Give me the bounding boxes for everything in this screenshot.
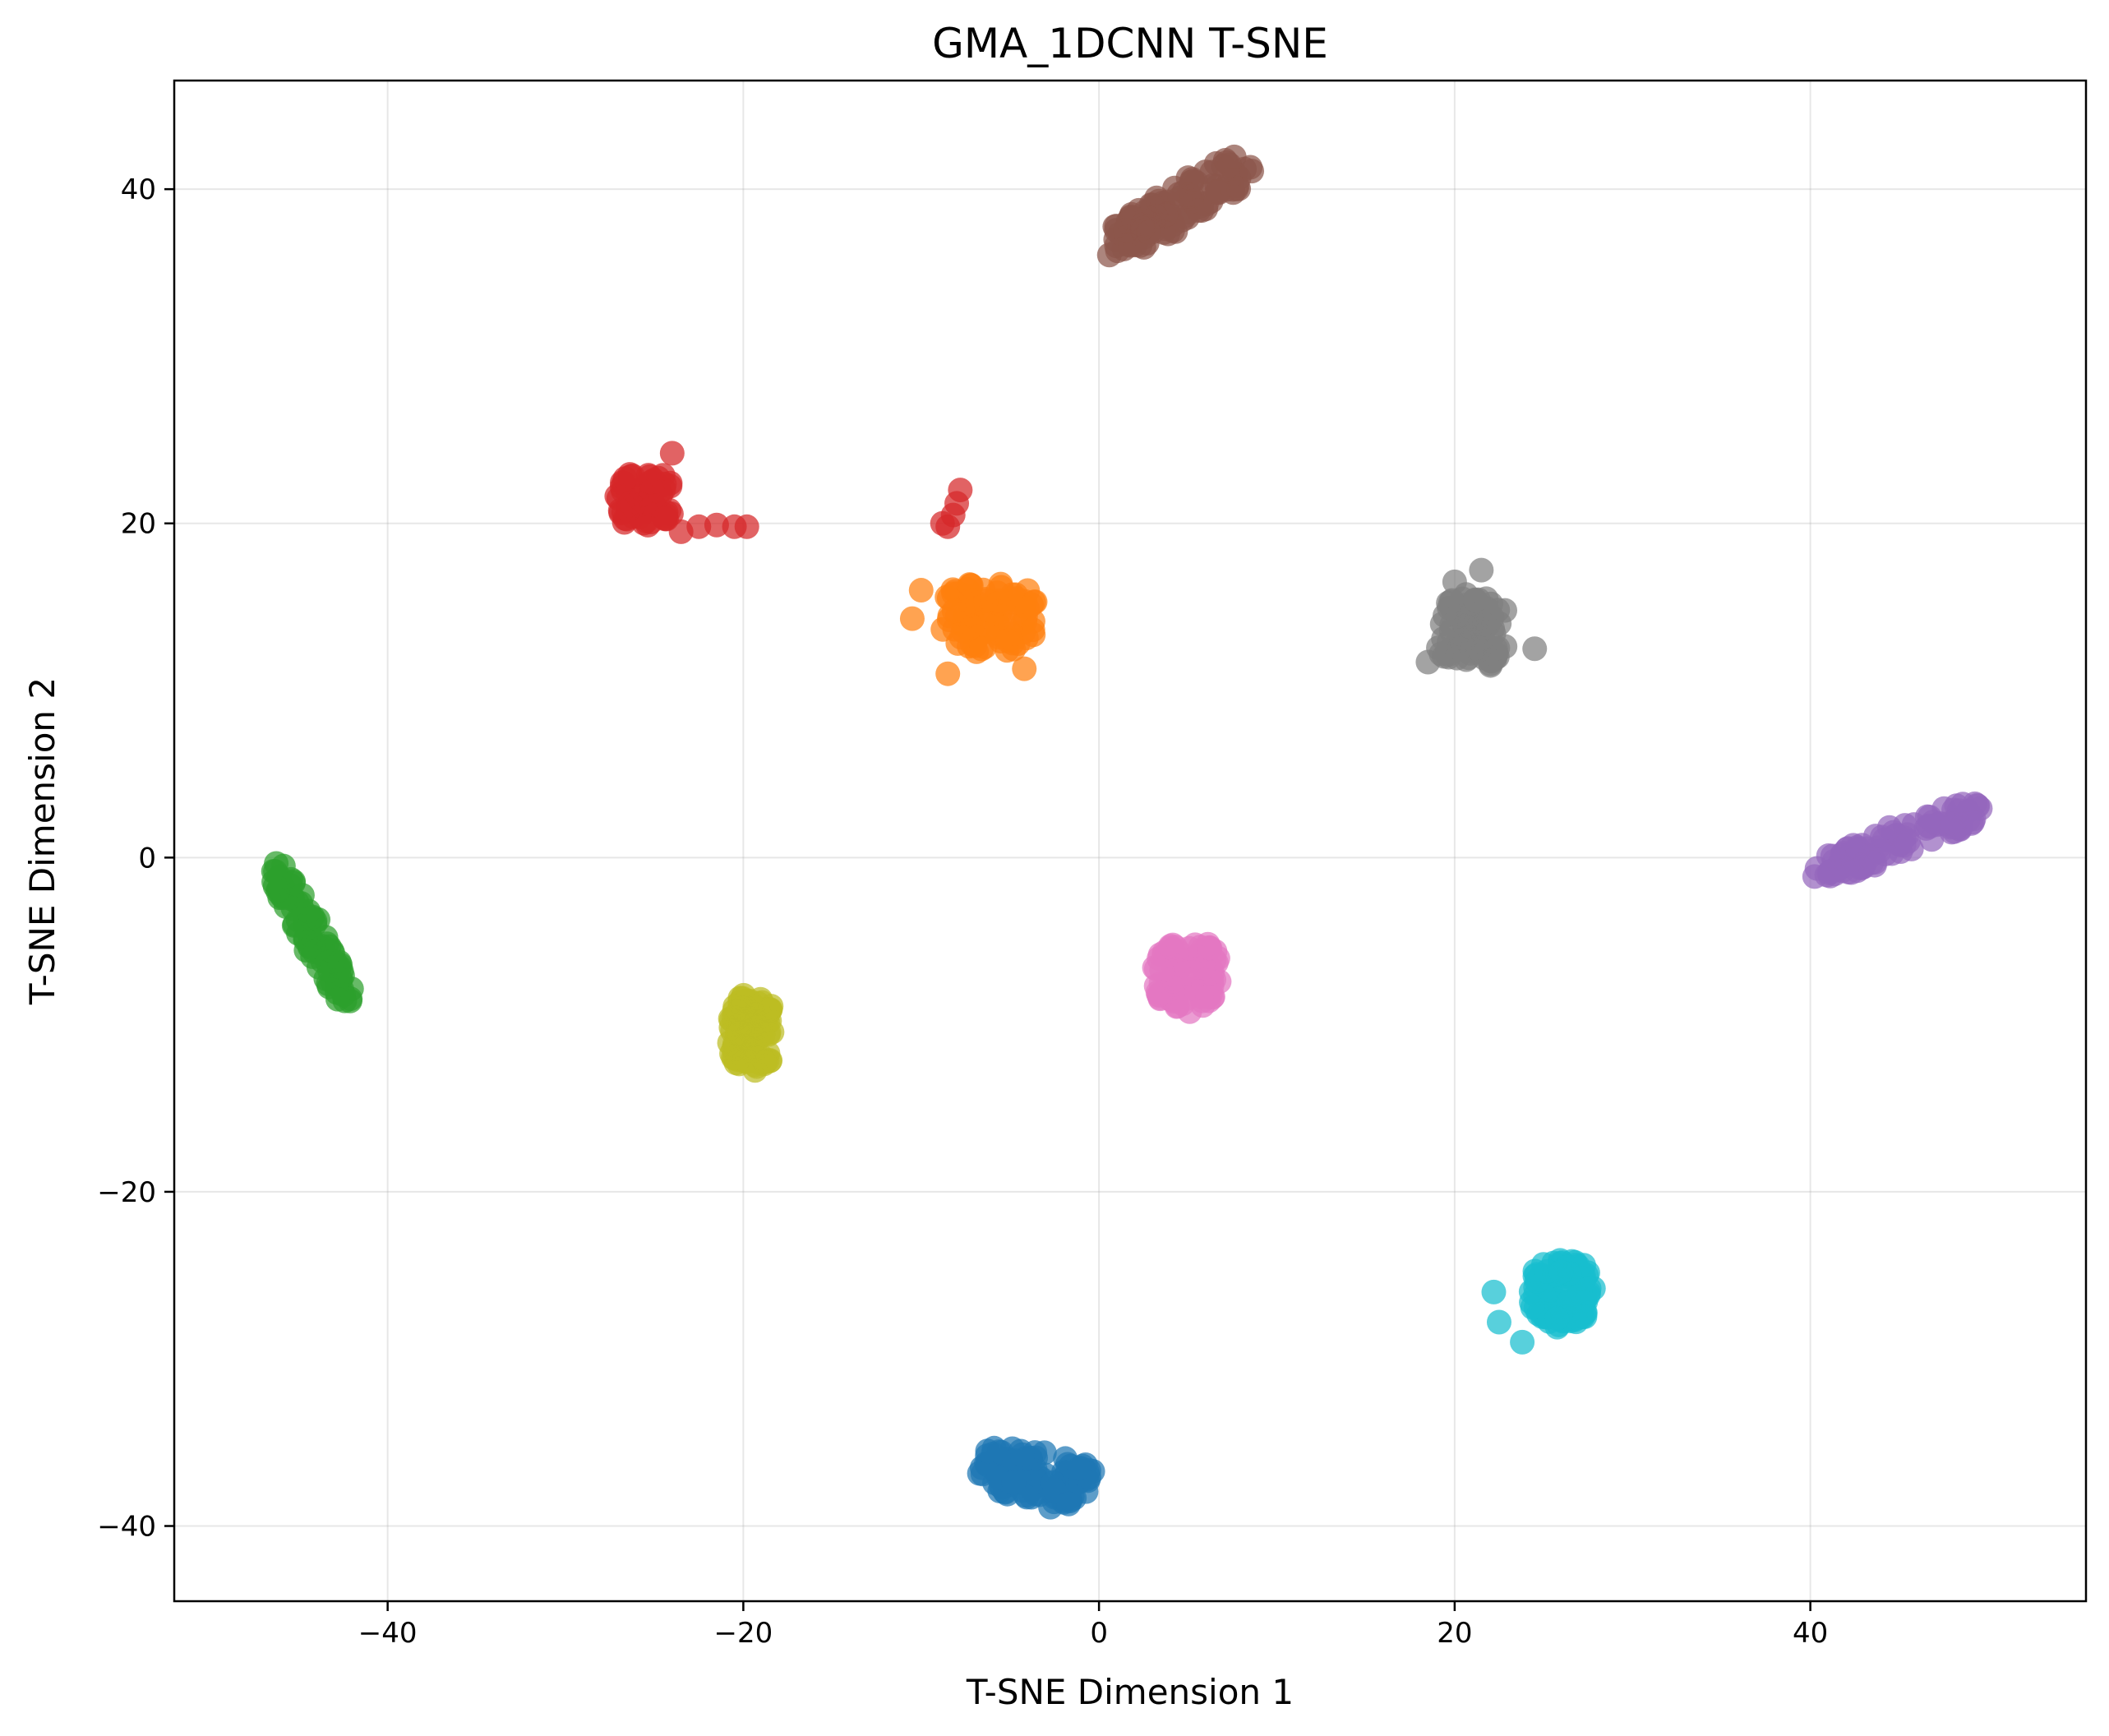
scatter-point bbox=[973, 588, 999, 613]
scatter-point bbox=[731, 982, 756, 1008]
scatter-point bbox=[1010, 1442, 1036, 1467]
scatter-point bbox=[975, 1438, 1000, 1464]
y-tick-label: 40 bbox=[121, 173, 156, 206]
x-tick-label: −40 bbox=[358, 1617, 418, 1650]
scatter-point bbox=[1548, 1259, 1574, 1285]
scatter-point bbox=[1959, 810, 1984, 836]
scatter-point bbox=[1096, 242, 1122, 268]
scatter-point bbox=[1544, 1306, 1570, 1332]
scatter-point bbox=[1167, 185, 1193, 210]
scatter-point bbox=[1862, 824, 1888, 849]
scatter-point bbox=[293, 938, 319, 963]
chart-title: GMA_1DCNN T-SNE bbox=[932, 20, 1328, 67]
scatter-point bbox=[1510, 1329, 1535, 1355]
scatter-point bbox=[639, 469, 665, 495]
scatter-point bbox=[325, 986, 350, 1012]
scatter-point bbox=[1415, 649, 1441, 675]
grid-lines bbox=[174, 81, 2086, 1601]
scatter-point bbox=[319, 938, 344, 963]
scatter-point bbox=[950, 598, 976, 623]
scatter-point bbox=[948, 625, 974, 650]
scatter-point bbox=[1486, 1309, 1511, 1335]
scatter-point bbox=[659, 441, 685, 466]
scatter-point bbox=[280, 896, 306, 921]
scatter-point bbox=[264, 851, 289, 876]
scatter-point bbox=[1001, 1470, 1027, 1495]
scatter-point bbox=[1221, 144, 1247, 169]
scatter-point bbox=[1469, 557, 1494, 583]
scatter-point bbox=[668, 519, 694, 544]
scatter-point bbox=[1520, 1295, 1545, 1320]
plot-frame bbox=[173, 79, 2088, 1603]
scatter-point bbox=[1431, 626, 1456, 652]
scatter-point bbox=[969, 636, 995, 662]
x-tick-label: 20 bbox=[1437, 1617, 1472, 1650]
scatter-point bbox=[1148, 980, 1174, 1005]
scatter-point bbox=[1157, 934, 1183, 959]
scatter-point bbox=[908, 578, 934, 603]
scatter-point bbox=[1149, 958, 1174, 983]
axis-ticks: −40 −20 0 20 40 −40 −20 0 20 40 bbox=[97, 173, 1828, 1650]
scatter-point bbox=[1056, 1491, 1082, 1517]
scatter-point bbox=[1013, 626, 1039, 651]
scatter-point bbox=[1442, 569, 1467, 594]
scatter-point bbox=[1067, 1456, 1092, 1481]
scatter-point bbox=[1481, 1279, 1507, 1304]
x-tick-label: −20 bbox=[714, 1617, 773, 1650]
scatter-point bbox=[1195, 984, 1221, 1009]
scatter-point bbox=[757, 1009, 782, 1034]
scatter-point bbox=[1014, 596, 1040, 621]
x-tick-label: 0 bbox=[1090, 1617, 1108, 1650]
scatter-point bbox=[1474, 586, 1499, 612]
scatter-point bbox=[1197, 935, 1222, 961]
scatter-point bbox=[995, 628, 1021, 653]
scatter-point bbox=[1522, 636, 1548, 662]
scatter-point bbox=[899, 606, 925, 631]
scatter-point bbox=[1844, 858, 1870, 884]
scatter-point bbox=[1472, 612, 1498, 637]
scatter-point bbox=[612, 466, 638, 492]
y-tick-label: −40 bbox=[97, 1511, 156, 1544]
scatter-point bbox=[1439, 588, 1465, 613]
scatter-point bbox=[1191, 955, 1216, 981]
scatter-point bbox=[1153, 202, 1179, 228]
scatter-point bbox=[935, 514, 961, 539]
scatter-point bbox=[1136, 219, 1161, 245]
scatter-point bbox=[1175, 165, 1201, 191]
scatter-point bbox=[621, 492, 646, 518]
y-tick-label: 20 bbox=[121, 508, 156, 541]
scatter-point bbox=[1239, 159, 1265, 184]
data-points bbox=[261, 144, 1993, 1520]
scatter-point bbox=[704, 512, 729, 538]
scatter-point bbox=[734, 514, 759, 539]
x-tick-label: 40 bbox=[1793, 1617, 1828, 1650]
y-tick-label: 0 bbox=[138, 842, 156, 875]
scatter-point bbox=[1888, 829, 1913, 855]
scatter-point bbox=[1226, 176, 1252, 201]
scatter-point bbox=[1452, 626, 1478, 652]
scatter-point bbox=[1186, 198, 1211, 224]
scatter-point bbox=[1012, 656, 1037, 681]
scatter-point bbox=[266, 876, 292, 902]
scatter-point bbox=[1483, 636, 1508, 662]
scatter-point bbox=[739, 1022, 764, 1047]
y-tick-label: −20 bbox=[97, 1176, 156, 1209]
scatter-point bbox=[1572, 1304, 1598, 1329]
scatter-point bbox=[750, 1045, 775, 1070]
scatter-point bbox=[1844, 834, 1870, 860]
y-axis-title: T-SNE Dimension 2 bbox=[22, 677, 62, 1005]
x-axis-title: T-SNE Dimension 1 bbox=[966, 1672, 1294, 1712]
scatter-point bbox=[935, 661, 961, 686]
scatter-point bbox=[1205, 180, 1230, 205]
scatter-point bbox=[1818, 859, 1844, 884]
